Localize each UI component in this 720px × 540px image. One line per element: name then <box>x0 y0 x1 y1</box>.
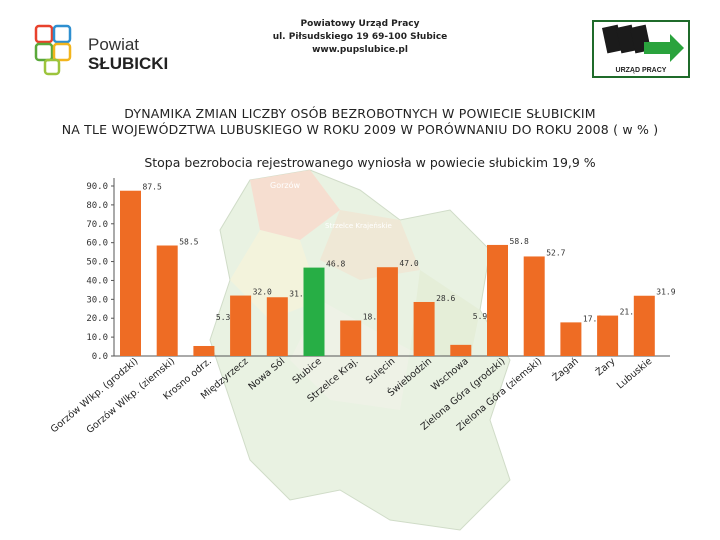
urzad-pracy-logo: URZĄD PRACY <box>592 20 690 78</box>
x-tick-label: Lubuskie <box>615 356 654 392</box>
map-label-gorzow: Gorzów <box>270 180 300 190</box>
x-tick-label: Sulęcin <box>364 356 397 387</box>
bar-value-label: 87.5 <box>143 183 162 192</box>
bar <box>560 322 582 356</box>
y-tick-label: 50.0 <box>86 258 108 268</box>
bar <box>230 295 252 356</box>
map-label-strzelce: Strzelce Krajeńskie <box>325 222 392 230</box>
logo-line2: SŁUBICKI <box>88 54 168 73</box>
bar-value-label: 31.9 <box>656 288 675 297</box>
logo-line1: Powiat <box>88 35 139 54</box>
office-website[interactable]: www.pupslubice.pl <box>312 45 408 55</box>
bar <box>523 256 545 356</box>
bar <box>413 301 435 356</box>
bar <box>193 345 215 356</box>
chart-title: DYNAMIKA ZMIAN LICZBY OSÓB BEZROBOTNYCH … <box>20 106 700 138</box>
bar-value-label: 5.9 <box>473 312 488 321</box>
bar <box>450 344 472 356</box>
bar-value-label: 46.8 <box>326 260 345 269</box>
bar <box>303 267 325 356</box>
y-tick-label: 0.0 <box>92 352 108 362</box>
bar <box>340 320 362 356</box>
bar <box>156 245 178 356</box>
bar-value-label: 58.5 <box>179 238 198 247</box>
bar-chart: 0.0 10.0 20.0 30.0 40.0 50.0 60.0 70.0 80.0 90.0 8… <box>49 178 676 436</box>
bar <box>376 267 398 356</box>
chart-title-line2: NA TLE WOJEWÓDZTWA LUBUSKIEGO W ROKU 200… <box>61 122 659 137</box>
bar-value-label: 21.4 <box>620 308 639 317</box>
bar <box>266 297 288 356</box>
bar <box>633 295 655 356</box>
bar-value-label: 47.0 <box>399 259 418 268</box>
y-tick-label: 30.0 <box>86 295 108 305</box>
y-tick-label: 40.0 <box>86 276 108 286</box>
bar-value-label: 52.7 <box>546 248 565 257</box>
y-tick-label: 60.0 <box>86 239 108 249</box>
bar-value-label: 32.0 <box>253 288 272 297</box>
office-address: ul. Piłsudskiego 19 69-100 Słubice <box>272 32 448 42</box>
y-tick-label: 80.0 <box>86 201 108 211</box>
y-tick-label: 90.0 <box>86 182 108 192</box>
bar-value-label: 58.8 <box>510 237 529 246</box>
x-tick-label: Słubice <box>290 356 324 387</box>
bar-value-label: 18.8 <box>363 312 382 321</box>
x-tick-label: Nowa Sól <box>246 356 287 393</box>
y-tick-label: 20.0 <box>86 314 108 324</box>
x-tick-label: Żagań <box>551 356 581 384</box>
bar-value-label: 28.6 <box>436 294 455 303</box>
bar <box>487 244 508 356</box>
bar <box>597 315 619 356</box>
chart-title-line1: DYNAMIKA ZMIAN LICZBY OSÓB BEZROBOTNYCH … <box>124 106 596 121</box>
powiat-slubicki-logo: Powiat SŁUBICKI <box>34 24 168 76</box>
chart-subtitle: Stopa bezrobocia rejestrowanego wyniosła… <box>144 155 596 170</box>
office-header: Powiatowy Urząd Pracy ul. Piłsudskiego 1… <box>230 18 490 57</box>
bar-value-label: 31.1 <box>289 289 308 298</box>
x-tick-label: Żary <box>594 356 618 379</box>
bar-value-label: 17.8 <box>583 314 602 323</box>
lubuskie-map-background: Gorzów Strzelce Krajeńskie <box>209 169 511 531</box>
bar-value-label: 5.3 <box>216 313 231 322</box>
office-name: Powiatowy Urząd Pracy <box>300 19 420 29</box>
y-tick-label: 10.0 <box>86 333 108 343</box>
y-tick-label: 70.0 <box>86 220 108 230</box>
bar <box>120 190 141 356</box>
logo-caption: URZĄD PRACY <box>616 67 667 74</box>
